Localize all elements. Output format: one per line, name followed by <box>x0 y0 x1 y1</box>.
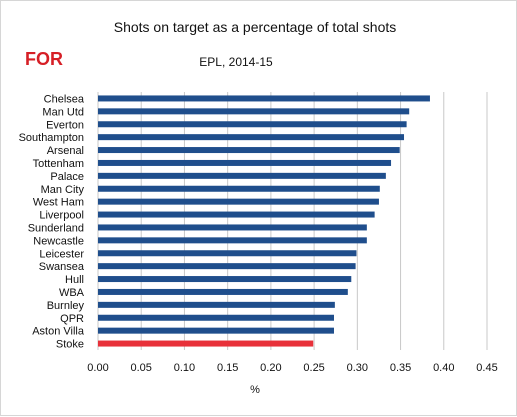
category-label: West Ham <box>33 197 84 209</box>
bar-man-city <box>98 185 380 192</box>
category-label: Tottenham <box>33 158 84 170</box>
chart-tag: FOR <box>25 49 63 69</box>
bar-burnley <box>98 301 335 308</box>
category-label: Man Utd <box>42 106 84 118</box>
x-tick-label: 0.40 <box>433 362 454 374</box>
bar-hull <box>98 276 352 283</box>
category-label: QPR <box>60 313 84 325</box>
bar-tottenham <box>98 159 392 166</box>
category-label: Aston Villa <box>32 326 85 338</box>
bar-sunderland <box>98 224 367 231</box>
bar-leicester <box>98 250 357 257</box>
bar-man-utd <box>98 108 410 115</box>
bar-southampton <box>98 134 405 141</box>
category-label: Palace <box>50 171 84 183</box>
gridlines <box>97 92 488 350</box>
x-tick-label: 0.05 <box>131 362 152 374</box>
chart-title: Shots on target as a percentage of total… <box>114 19 397 35</box>
bar-arsenal <box>98 147 400 154</box>
x-tick-label: 0.10 <box>174 362 195 374</box>
category-label: WBA <box>59 287 85 299</box>
bar-aston-villa <box>98 327 334 334</box>
x-tick-label: 0.35 <box>390 362 411 374</box>
bar-stoke <box>98 340 314 347</box>
bar-qpr <box>98 314 334 321</box>
bar-wba <box>98 288 348 295</box>
category-label: Swansea <box>39 261 85 273</box>
category-label: Sunderland <box>28 222 84 234</box>
x-tick-label: 0.00 <box>87 362 108 374</box>
x-tick-label: 0.25 <box>303 362 324 374</box>
bar-chelsea <box>98 95 430 102</box>
category-label: Burnley <box>47 300 85 312</box>
bar-west-ham <box>98 198 379 205</box>
category-label: Stoke <box>56 339 84 351</box>
category-label: Everton <box>46 119 84 131</box>
bar-newcastle <box>98 237 367 244</box>
x-tick-label: 0.30 <box>347 362 368 374</box>
bar-everton <box>98 121 407 128</box>
x-tick-label: 0.45 <box>476 362 497 374</box>
x-tick-label: 0.15 <box>217 362 238 374</box>
x-tick-labels: 0.00 0.05 0.10 0.15 0.20 0.25 0.30 0.35 0.40 0.45 <box>87 362 497 374</box>
category-label: Man City <box>41 184 85 196</box>
category-label: Liverpool <box>39 210 84 222</box>
category-label: Hull <box>65 274 84 286</box>
category-label: Arsenal <box>47 145 84 157</box>
category-label: Chelsea <box>44 93 85 105</box>
category-label: Leicester <box>39 248 84 260</box>
category-label: Newcastle <box>33 235 84 247</box>
category-label: Southampton <box>19 132 84 144</box>
chart-subtitle: EPL, 2014-15 <box>199 55 273 69</box>
bar-palace <box>98 172 386 179</box>
bar-liverpool <box>98 211 375 218</box>
bar-swansea <box>98 263 356 270</box>
bars <box>98 95 430 347</box>
x-tick-label: 0.20 <box>260 362 281 374</box>
x-axis-label: % <box>250 384 260 396</box>
